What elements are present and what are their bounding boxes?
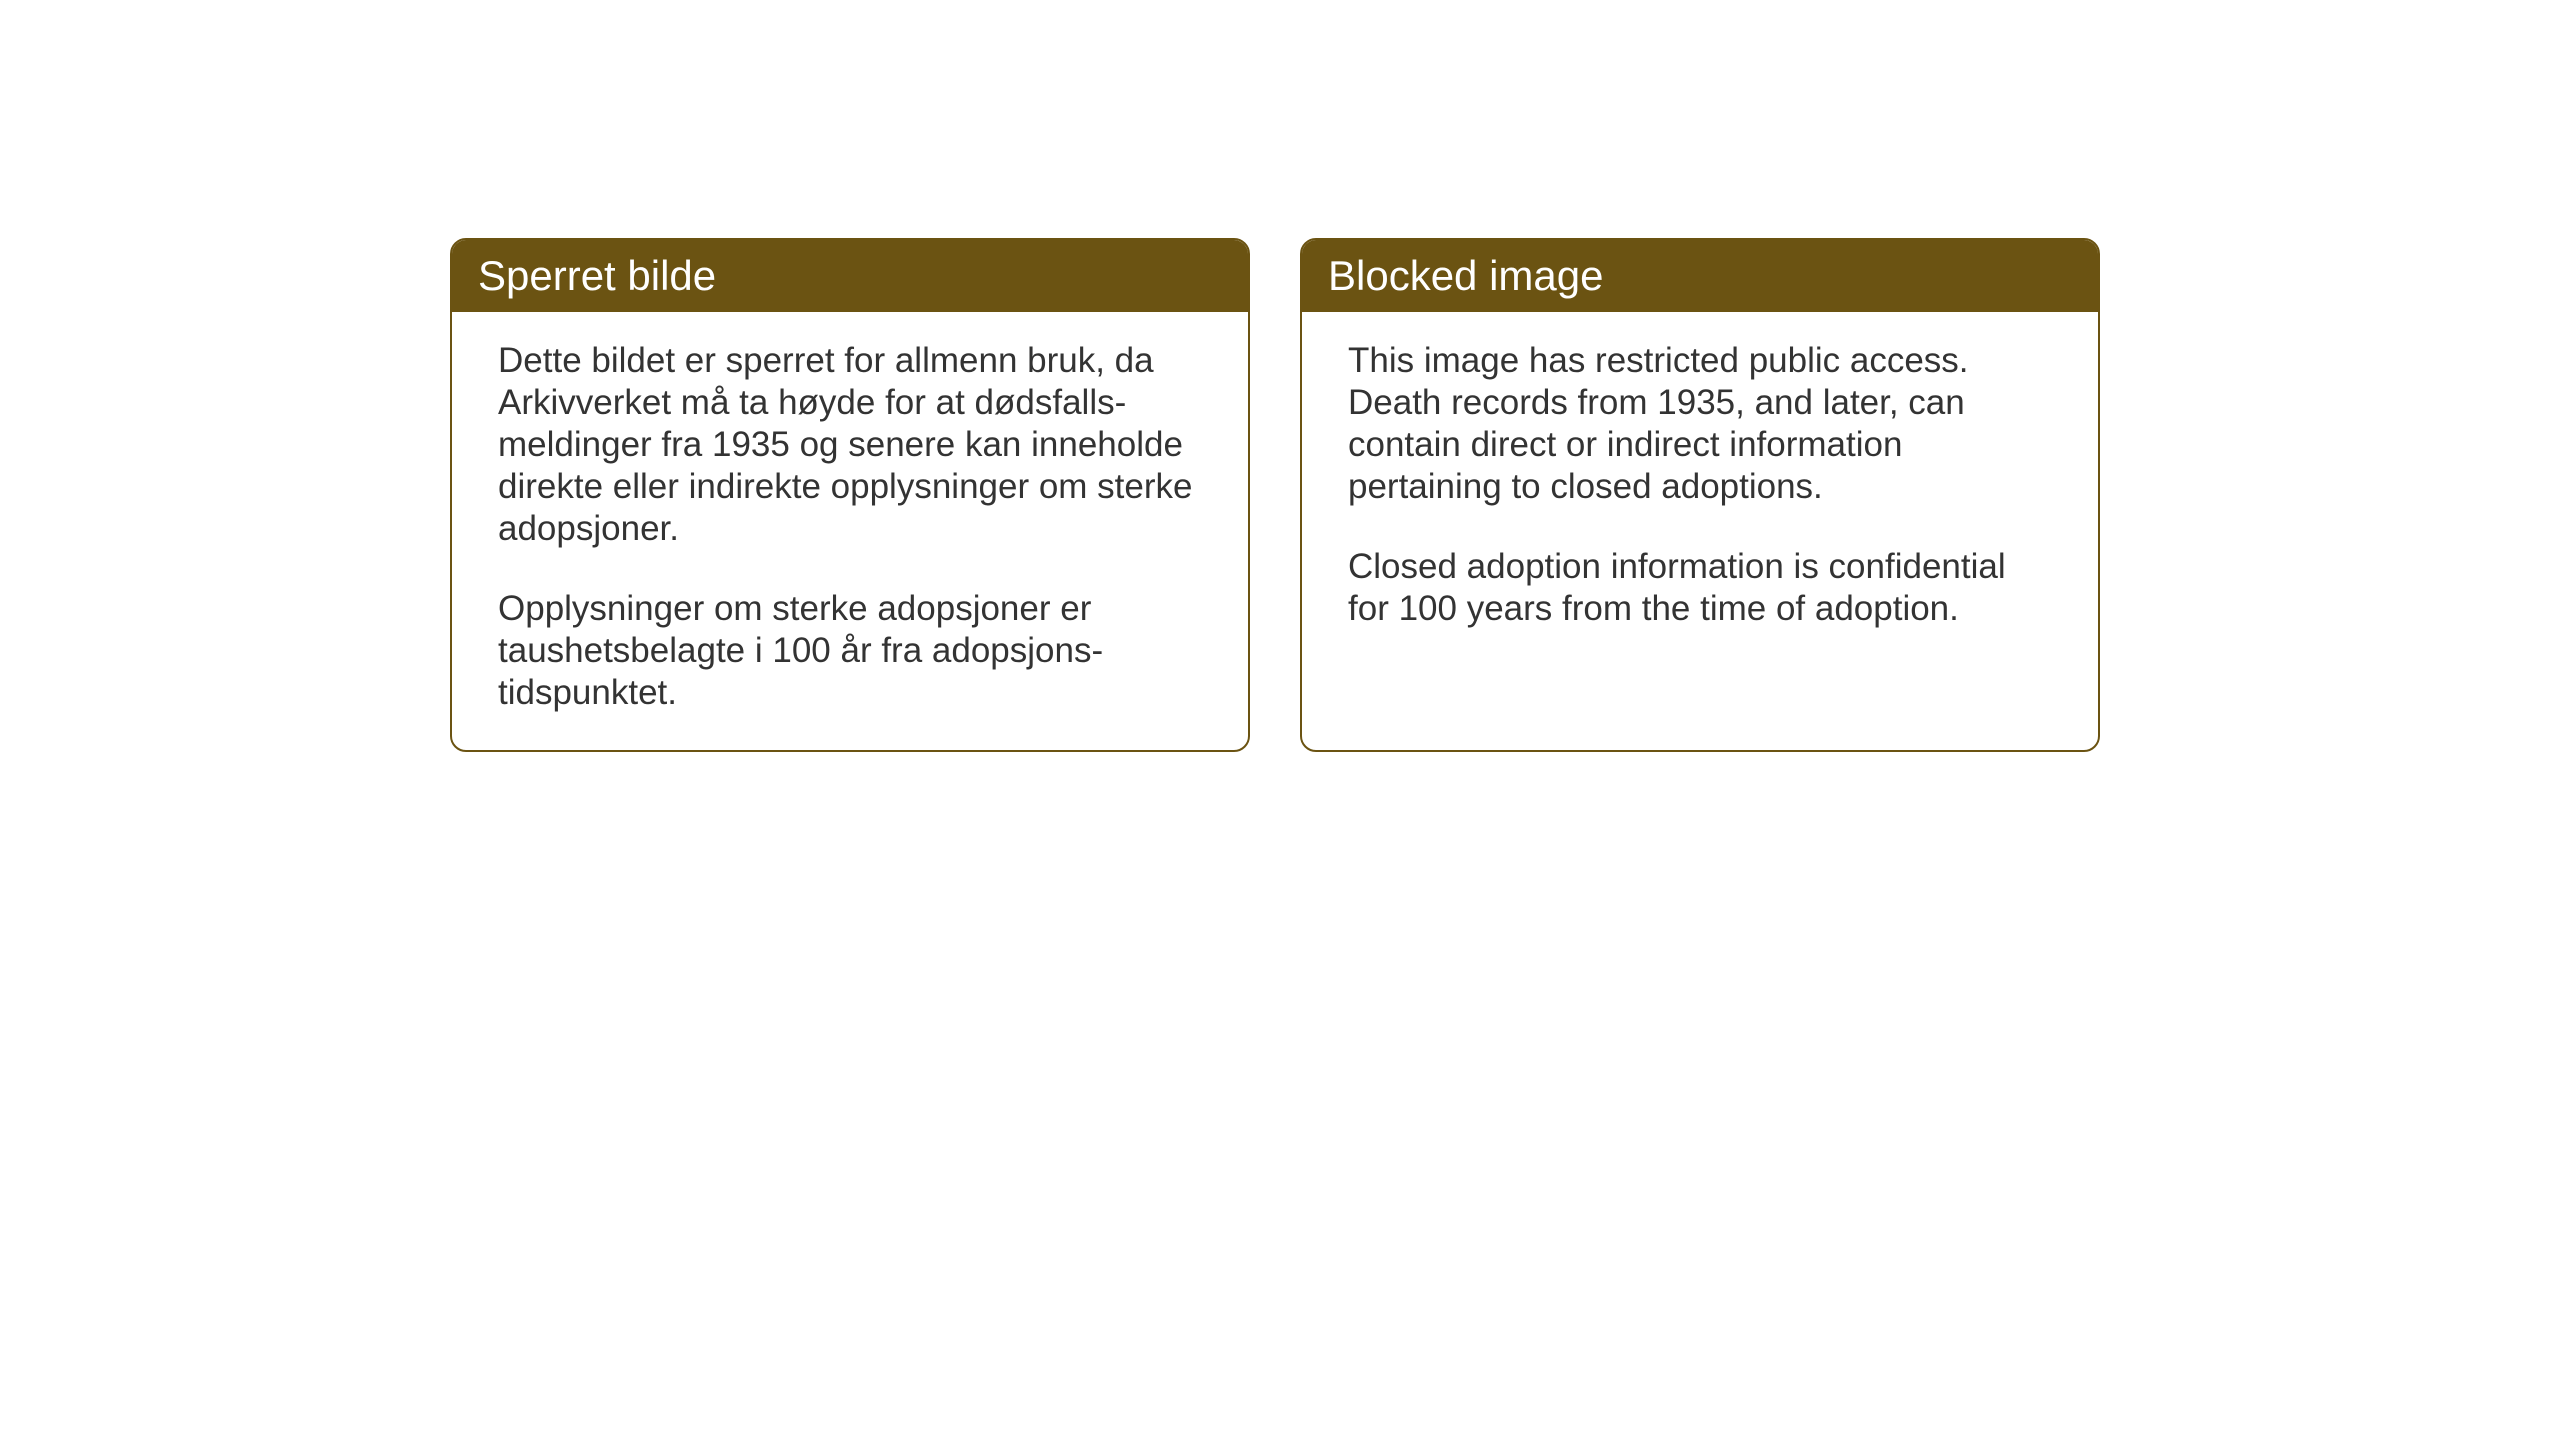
norwegian-paragraph-2: Opplysninger om sterke adopsjoner er tau…: [498, 588, 1202, 714]
english-card-header: Blocked image: [1302, 240, 2098, 312]
norwegian-card-header: Sperret bilde: [452, 240, 1248, 312]
norwegian-card-body: Dette bildet er sperret for allmenn bruk…: [452, 312, 1248, 750]
norwegian-card-title: Sperret bilde: [478, 252, 716, 299]
norwegian-card: Sperret bilde Dette bildet er sperret fo…: [450, 238, 1250, 752]
english-card: Blocked image This image has restricted …: [1300, 238, 2100, 752]
english-paragraph-2: Closed adoption information is confident…: [1348, 546, 2052, 630]
cards-container: Sperret bilde Dette bildet er sperret fo…: [450, 238, 2100, 752]
english-card-body: This image has restricted public access.…: [1302, 312, 2098, 666]
english-paragraph-1: This image has restricted public access.…: [1348, 340, 2052, 508]
norwegian-paragraph-1: Dette bildet er sperret for allmenn bruk…: [498, 340, 1202, 550]
english-card-title: Blocked image: [1328, 252, 1603, 299]
